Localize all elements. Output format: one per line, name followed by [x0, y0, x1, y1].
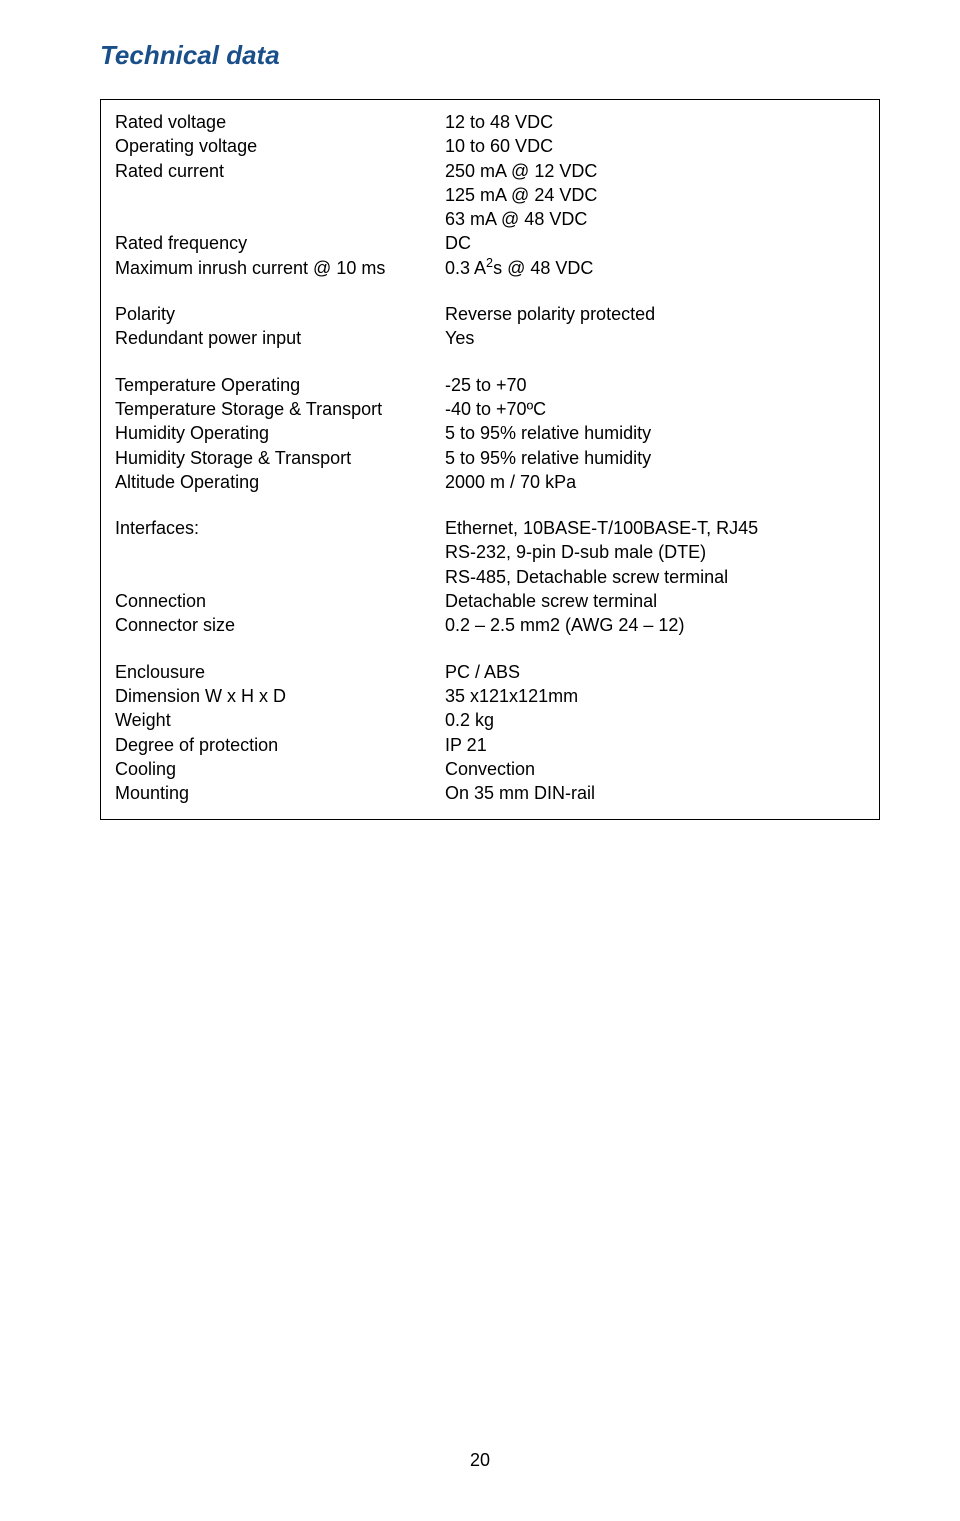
spec-value: Reverse polarity protected	[445, 302, 865, 326]
spec-row: 125 mA @ 24 VDC	[115, 183, 865, 207]
spec-value: 35 x121x121mm	[445, 684, 865, 708]
group-gap	[115, 280, 865, 302]
spec-value: 0.3 A2s @ 48 VDC	[445, 256, 865, 280]
group-gap	[115, 494, 865, 516]
spec-value: 125 mA @ 24 VDC	[445, 183, 865, 207]
spec-label	[115, 183, 445, 207]
spec-value: RS-232, 9-pin D-sub male (DTE)	[445, 540, 865, 564]
group-gap	[115, 351, 865, 373]
spec-value: Detachable screw terminal	[445, 589, 865, 613]
spec-label	[115, 207, 445, 231]
spec-label: Temperature Storage & Transport	[115, 397, 445, 421]
spec-label	[115, 540, 445, 564]
spec-value: Convection	[445, 757, 865, 781]
spec-row: Interfaces:Ethernet, 10BASE-T/100BASE-T,…	[115, 516, 865, 540]
spec-row: ConnectionDetachable screw terminal	[115, 589, 865, 613]
spec-row: 63 mA @ 48 VDC	[115, 207, 865, 231]
spec-label: Rated current	[115, 159, 445, 183]
spec-table: Rated voltage12 to 48 VDCOperating volta…	[100, 99, 880, 820]
spec-value: 0.2 – 2.5 mm2 (AWG 24 – 12)	[445, 613, 865, 637]
spec-value: 63 mA @ 48 VDC	[445, 207, 865, 231]
spec-label: Altitude Operating	[115, 470, 445, 494]
spec-value: RS-485, Detachable screw terminal	[445, 565, 865, 589]
spec-label: Weight	[115, 708, 445, 732]
spec-row: Degree of protectionIP 21	[115, 733, 865, 757]
page-container: Technical data Rated voltage12 to 48 VDC…	[0, 0, 960, 820]
page-number: 20	[0, 1450, 960, 1471]
spec-value: Ethernet, 10BASE-T/100BASE-T, RJ45	[445, 516, 865, 540]
spec-label: Operating voltage	[115, 134, 445, 158]
spec-label: Polarity	[115, 302, 445, 326]
spec-value: 5 to 95% relative humidity	[445, 421, 865, 445]
spec-value: DC	[445, 231, 865, 255]
spec-label: Connector size	[115, 613, 445, 637]
spec-label: Degree of protection	[115, 733, 445, 757]
spec-value: 250 mA @ 12 VDC	[445, 159, 865, 183]
spec-row: Rated current250 mA @ 12 VDC	[115, 159, 865, 183]
spec-value: 5 to 95% relative humidity	[445, 446, 865, 470]
spec-label: Connection	[115, 589, 445, 613]
spec-row: Connector size0.2 – 2.5 mm2 (AWG 24 – 12…	[115, 613, 865, 637]
spec-value: -40 to +70ºC	[445, 397, 865, 421]
spec-label: Enclousure	[115, 660, 445, 684]
spec-row: Humidity Operating5 to 95% relative humi…	[115, 421, 865, 445]
spec-label: Dimension W x H x D	[115, 684, 445, 708]
spec-row: PolarityReverse polarity protected	[115, 302, 865, 326]
spec-label: Redundant power input	[115, 326, 445, 350]
spec-row: RS-232, 9-pin D-sub male (DTE)	[115, 540, 865, 564]
spec-label: Mounting	[115, 781, 445, 805]
spec-row: Humidity Storage & Transport5 to 95% rel…	[115, 446, 865, 470]
spec-label: Rated frequency	[115, 231, 445, 255]
group-gap	[115, 638, 865, 660]
page-title: Technical data	[100, 40, 880, 71]
spec-label: Temperature Operating	[115, 373, 445, 397]
spec-label: Humidity Operating	[115, 421, 445, 445]
spec-value: Yes	[445, 326, 865, 350]
spec-value: IP 21	[445, 733, 865, 757]
spec-row: Operating voltage10 to 60 VDC	[115, 134, 865, 158]
spec-row: Altitude Operating2000 m / 70 kPa	[115, 470, 865, 494]
spec-label: Cooling	[115, 757, 445, 781]
spec-row: Dimension W x H x D35 x121x121mm	[115, 684, 865, 708]
spec-label	[115, 565, 445, 589]
spec-value: -25 to +70	[445, 373, 865, 397]
spec-label: Rated voltage	[115, 110, 445, 134]
spec-row: MountingOn 35 mm DIN-rail	[115, 781, 865, 805]
spec-row: Temperature Operating-25 to +70	[115, 373, 865, 397]
spec-row: Weight0.2 kg	[115, 708, 865, 732]
spec-row: EnclousurePC / ABS	[115, 660, 865, 684]
spec-value: 2000 m / 70 kPa	[445, 470, 865, 494]
spec-value: 0.2 kg	[445, 708, 865, 732]
spec-row: CoolingConvection	[115, 757, 865, 781]
spec-value: 12 to 48 VDC	[445, 110, 865, 134]
spec-value: PC / ABS	[445, 660, 865, 684]
spec-value: On 35 mm DIN-rail	[445, 781, 865, 805]
spec-label: Maximum inrush current @ 10 ms	[115, 256, 445, 280]
spec-label: Interfaces:	[115, 516, 445, 540]
spec-label: Humidity Storage & Transport	[115, 446, 445, 470]
spec-row: Rated voltage12 to 48 VDC	[115, 110, 865, 134]
spec-row: Maximum inrush current @ 10 ms0.3 A2s @ …	[115, 256, 865, 280]
spec-row: Rated frequencyDC	[115, 231, 865, 255]
spec-row: Redundant power inputYes	[115, 326, 865, 350]
spec-row: Temperature Storage & Transport-40 to +7…	[115, 397, 865, 421]
spec-row: RS-485, Detachable screw terminal	[115, 565, 865, 589]
spec-value: 10 to 60 VDC	[445, 134, 865, 158]
